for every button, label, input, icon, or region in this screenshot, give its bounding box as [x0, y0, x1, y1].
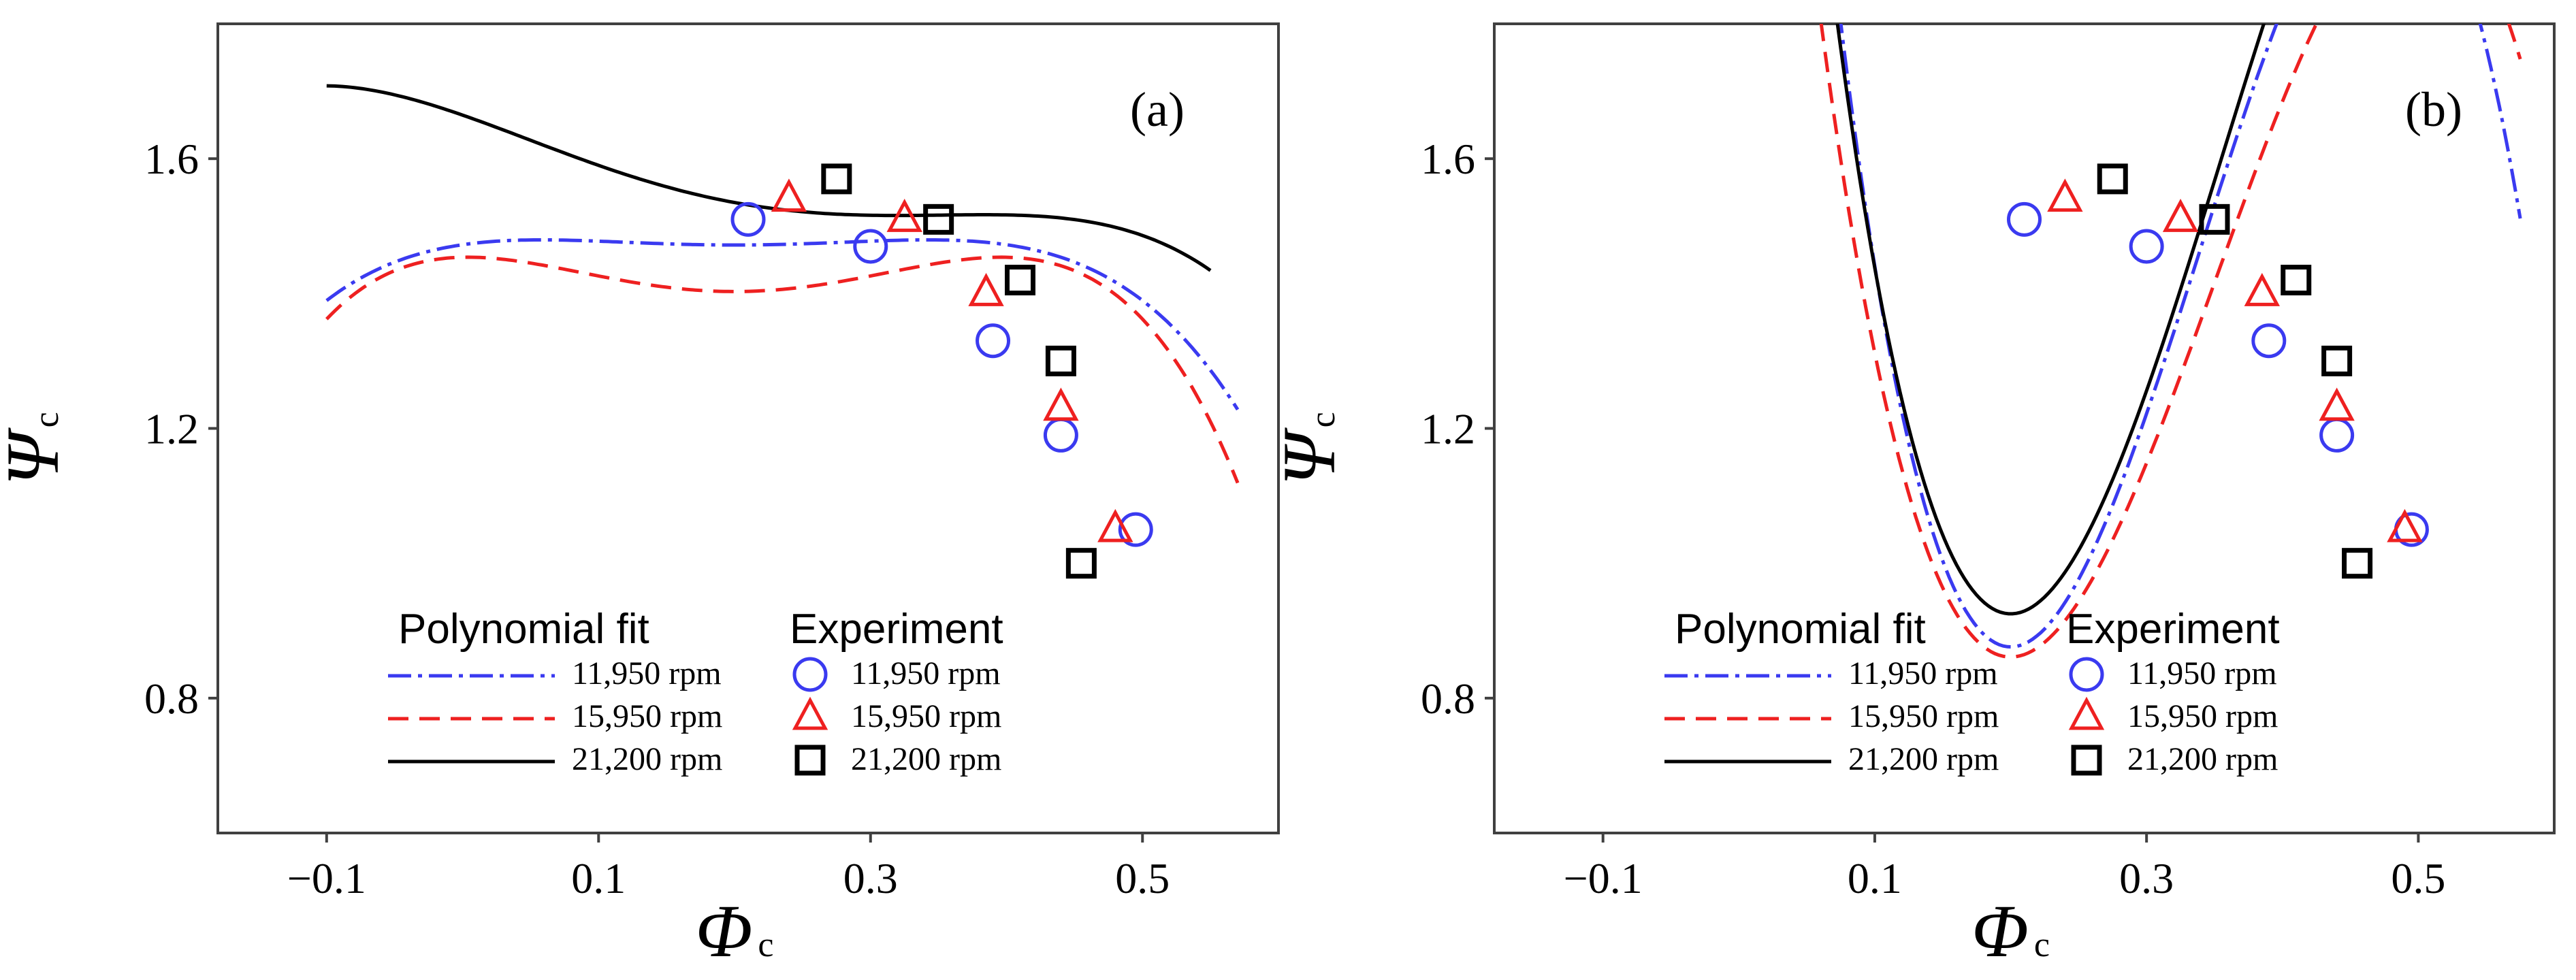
legend-fit-label: 21,200 rpm [572, 741, 722, 777]
y-axis-symbol: Ψ [0, 427, 74, 486]
legend-fit-title: Polynomial fit [1675, 606, 1926, 653]
exp-marker-21200-rpm [2342, 548, 2373, 579]
x-tick-label: 0.5 [2391, 854, 2445, 902]
legend-fit-label: 15,950 rpm [572, 698, 722, 734]
exp-marker-15950-rpm [2319, 387, 2355, 421]
exp-marker-15950-rpm [886, 199, 922, 232]
exp-marker-15950-rpm [1097, 508, 1133, 542]
fit-line-15950-rpm [1819, 24, 2522, 659]
legend-exp-label: 11,950 rpm [851, 655, 1001, 691]
fit-line-15950-rpm [325, 255, 1240, 484]
exp-marker-15950-rpm [2047, 178, 2083, 212]
y-axis-symbol: Ψ [1268, 427, 1351, 486]
legend-marker-21200-rpm [2071, 745, 2102, 776]
x-axis-symbol: Φ [696, 889, 753, 973]
exp-marker-11950-rpm [1118, 512, 1153, 547]
plot-frame [216, 22, 1280, 834]
legend-fit-label: 15,950 rpm [1848, 698, 1999, 734]
legend-exp-title: Experiment [2066, 606, 2280, 653]
legend-marker-21200-rpm [794, 745, 826, 776]
x-tick-label: 0.5 [1115, 854, 1170, 902]
x-tick-label: −0.1 [287, 854, 366, 902]
exp-marker-11950-rpm [1043, 417, 1078, 453]
legend-exp-label: 11,950 rpm [2127, 655, 2277, 691]
exp-marker-21200-rpm [2281, 265, 2312, 296]
exp-marker-11950-rpm [976, 323, 1011, 359]
exp-marker-15950-rpm [771, 178, 807, 212]
exp-marker-21200-rpm [1045, 345, 1076, 376]
legend-marker-11950-rpm [792, 657, 828, 692]
legend-exp-label: 21,200 rpm [851, 741, 1001, 777]
y-tick-label: 0.8 [144, 674, 199, 723]
panel-a: −0.10.10.30.50.81.21.6ΦcΨc(a)Polynomial … [0, 22, 1280, 973]
exp-marker-21200-rpm [923, 203, 954, 235]
plot-frame [1493, 22, 2556, 834]
exp-marker-21200-rpm [821, 163, 852, 195]
exp-marker-11950-rpm [2007, 201, 2042, 237]
exp-marker-15950-rpm [1043, 387, 1079, 421]
x-tick-label: 0.3 [843, 854, 898, 902]
legend-marker-15950-rpm [792, 696, 828, 730]
y-tick-label: 0.8 [1421, 674, 1475, 723]
exp-marker-11950-rpm [2129, 229, 2164, 264]
exp-marker-15950-rpm [2244, 273, 2281, 306]
exp-marker-15950-rpm [2162, 199, 2199, 232]
exp-marker-11950-rpm [2251, 323, 2287, 359]
exp-marker-11950-rpm [2319, 417, 2355, 453]
legend-fit-label: 21,200 rpm [1848, 741, 1999, 777]
fit-line-21200-rpm [326, 84, 1212, 272]
legend-exp-title: Experiment [790, 606, 1003, 653]
x-tick-label: 0.1 [571, 854, 626, 902]
fit-line-11950-rpm [1839, 24, 2522, 649]
x-axis-symbol: Φ [1971, 889, 2029, 973]
y-axis-title: Ψc [0, 412, 74, 485]
fit-line-21200-rpm [1835, 24, 2266, 616]
exp-marker-21200-rpm [2199, 203, 2230, 235]
x-axis-subscript: c [758, 926, 773, 964]
exp-marker-21200-rpm [1065, 548, 1097, 579]
legend-marker-11950-rpm [2069, 657, 2104, 692]
panel-label: (b) [2405, 82, 2462, 137]
y-axis-title: Ψc [1268, 412, 1351, 485]
legend-exp-label: 15,950 rpm [851, 698, 1001, 734]
exp-marker-11950-rpm [853, 229, 888, 264]
exp-marker-15950-rpm [2387, 508, 2423, 542]
y-axis-subscript: c [27, 412, 66, 427]
panel-label: (a) [1130, 82, 1185, 137]
legend-exp-label: 21,200 rpm [2127, 741, 2278, 777]
legend-exp-label: 15,950 rpm [2127, 698, 2278, 734]
exp-marker-21200-rpm [2321, 345, 2353, 376]
x-tick-label: −0.1 [1564, 854, 1643, 902]
y-tick-label: 1.6 [144, 135, 199, 183]
y-tick-label: 1.6 [1421, 135, 1475, 183]
legend-fit-title: Polynomial fit [398, 606, 649, 653]
x-tick-label: 0.3 [2119, 854, 2174, 902]
exp-marker-21200-rpm [1004, 265, 1035, 296]
legend-fit-label: 11,950 rpm [572, 655, 722, 691]
exp-marker-21200-rpm [2097, 163, 2128, 195]
y-tick-label: 1.2 [144, 405, 199, 453]
x-tick-label: 0.1 [1848, 854, 1902, 902]
panel-b: −0.1 0.1 0.3 0.50.81.21.6Φ cΨc(b)Polynomial … [1268, 22, 2556, 973]
legend-fit-label: 11,950 rpm [1848, 655, 1998, 691]
fit-line-11950-rpm [325, 238, 1240, 411]
y-tick-label: 1.2 [1421, 405, 1475, 453]
exp-marker-15950-rpm [968, 273, 1004, 306]
x-axis-subscript: c [2034, 926, 2050, 964]
exp-marker-11950-rpm [730, 201, 766, 237]
legend-marker-15950-rpm [2068, 696, 2105, 730]
y-axis-subscript: c [1304, 412, 1342, 427]
